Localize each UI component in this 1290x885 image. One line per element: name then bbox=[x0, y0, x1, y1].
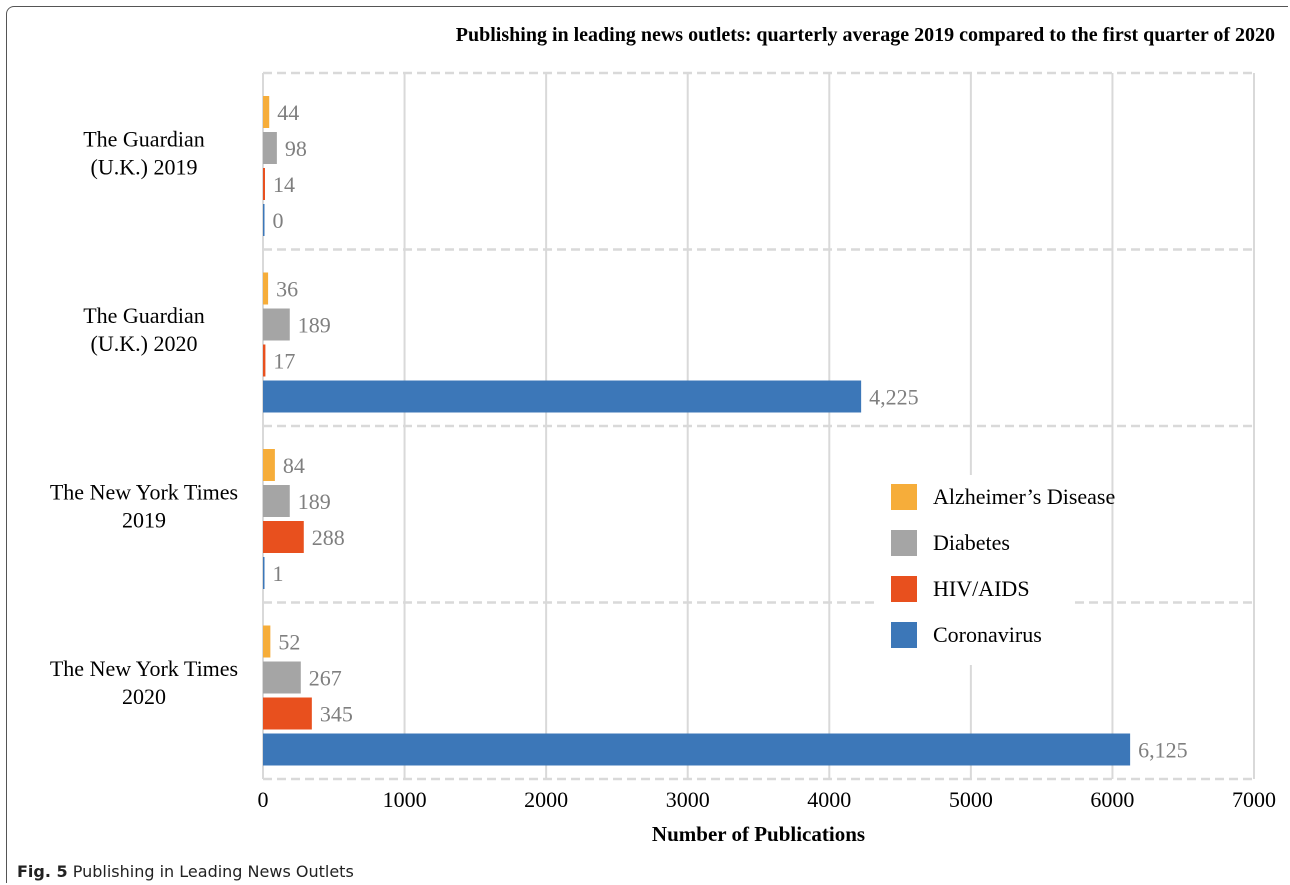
bar-coronavirus-1 bbox=[263, 204, 265, 236]
data-label: 189 bbox=[298, 313, 331, 338]
category-label: The New York Times bbox=[50, 479, 238, 504]
data-label: 345 bbox=[320, 702, 353, 727]
data-label: 52 bbox=[278, 630, 300, 655]
bar-coronavirus-3 bbox=[263, 557, 265, 589]
category-label: The New York Times bbox=[50, 656, 238, 681]
x-tick-label: 2000 bbox=[524, 787, 568, 812]
category-label: (U.K.) 2020 bbox=[91, 331, 198, 356]
x-tick-label: 4000 bbox=[807, 787, 851, 812]
data-label: 6,125 bbox=[1138, 738, 1188, 763]
x-tick-label: 6000 bbox=[1090, 787, 1134, 812]
data-label: 44 bbox=[277, 100, 299, 125]
bar-diabetes-3 bbox=[263, 485, 290, 517]
bar-hiv-aids-3 bbox=[263, 521, 304, 553]
bar-coronavirus-2 bbox=[263, 380, 862, 413]
figure-frame: 44 98 14 0 The Guardian (U.K.) 2019 36 189 17 4,2… bbox=[6, 6, 1288, 883]
x-axis-title: Number of Publications bbox=[652, 822, 865, 846]
legend-label: Diabetes bbox=[933, 530, 1010, 555]
bar-diabetes-1 bbox=[263, 132, 277, 164]
bar-diabetes-2 bbox=[263, 308, 290, 341]
category-label: 2019 bbox=[122, 507, 166, 532]
bar-alzheimer-s-disease-3 bbox=[263, 449, 275, 481]
category-label: The Guardian bbox=[83, 303, 205, 328]
x-tick-label: 7000 bbox=[1232, 787, 1276, 812]
data-label: 14 bbox=[273, 172, 295, 197]
x-tick-label: 3000 bbox=[666, 787, 710, 812]
legend-swatch bbox=[891, 530, 917, 556]
figure-caption-text: Publishing in Leading News Outlets bbox=[72, 862, 354, 881]
bar-coronavirus-4 bbox=[263, 733, 1131, 766]
bar-alzheimer-s-disease-4 bbox=[263, 625, 271, 658]
chart-title: Publishing in leading news outlets: quar… bbox=[456, 24, 1275, 46]
data-label: 17 bbox=[273, 349, 295, 374]
data-label: 84 bbox=[283, 453, 305, 478]
legend-swatch bbox=[891, 576, 917, 602]
x-tick-label: 5000 bbox=[949, 787, 993, 812]
data-label: 0 bbox=[273, 208, 284, 233]
legend-label: HIV/AIDS bbox=[933, 576, 1030, 601]
bar-alzheimer-s-disease-2 bbox=[263, 272, 269, 305]
data-label: 4,225 bbox=[869, 385, 919, 410]
data-label: 189 bbox=[298, 489, 331, 514]
bar-diabetes-4 bbox=[263, 661, 301, 694]
legend-label: Alzheimer’s Disease bbox=[933, 484, 1115, 509]
legend-swatch bbox=[891, 622, 917, 648]
x-tick-label: 1000 bbox=[383, 787, 427, 812]
bar-hiv-aids-1 bbox=[263, 168, 265, 200]
legend-label: Coronavirus bbox=[933, 622, 1042, 647]
bar-alzheimer-s-disease-1 bbox=[263, 96, 270, 128]
x-tick-label: 0 bbox=[258, 787, 269, 812]
category-label: (U.K.) 2019 bbox=[91, 154, 198, 179]
figure-caption-label: Fig. 5 bbox=[17, 862, 68, 881]
bar-hiv-aids-2 bbox=[263, 344, 266, 377]
data-label: 36 bbox=[276, 277, 298, 302]
figure-caption: Fig. 5 Publishing in Leading News Outlet… bbox=[17, 862, 354, 881]
legend-swatch bbox=[891, 484, 917, 510]
category-label: The Guardian bbox=[83, 126, 205, 151]
data-label: 288 bbox=[312, 525, 345, 550]
data-label: 1 bbox=[273, 561, 284, 586]
category-label: 2020 bbox=[122, 684, 166, 709]
bar-hiv-aids-4 bbox=[263, 697, 312, 730]
data-label: 98 bbox=[285, 136, 307, 161]
data-label: 267 bbox=[309, 666, 342, 691]
